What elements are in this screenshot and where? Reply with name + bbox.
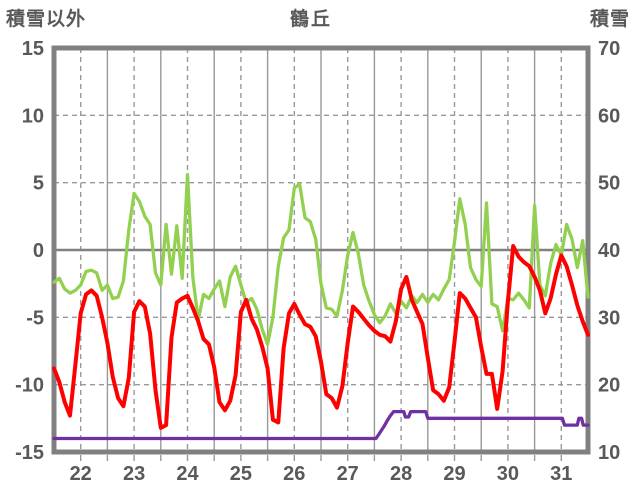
left-axis-tick-label: 5 bbox=[33, 173, 44, 195]
x-axis-tick-label: 23 bbox=[123, 463, 145, 485]
x-axis-tick-label: 25 bbox=[230, 463, 252, 485]
red-line bbox=[52, 244, 590, 430]
left-axis-tick-label: -5 bbox=[26, 307, 44, 329]
left-axis-tick-label: 15 bbox=[22, 38, 44, 60]
chart-title: 鶴丘 bbox=[289, 9, 332, 30]
left-axis-tick-label: 0 bbox=[33, 240, 44, 262]
x-axis-tick-label: 29 bbox=[443, 463, 465, 485]
left-axis-title: 積雪以外 bbox=[6, 9, 87, 30]
right-axis-tick-label: 70 bbox=[598, 38, 620, 60]
right-axis-tick-label: 30 bbox=[598, 307, 620, 329]
x-axis-tick-label: 31 bbox=[550, 463, 572, 485]
right-axis-tick-label: 50 bbox=[598, 173, 620, 195]
x-axis-tick-label: 24 bbox=[176, 463, 199, 485]
green-line bbox=[52, 172, 590, 346]
x-axis-tick-label: 30 bbox=[497, 463, 519, 485]
x-axis-tick-label: 27 bbox=[337, 463, 359, 485]
purple-snow-depth-line bbox=[52, 409, 590, 441]
right-axis-tick-label: 60 bbox=[598, 105, 620, 127]
right-axis-tick-label: 10 bbox=[598, 442, 620, 464]
x-axis-tick-label: 22 bbox=[70, 463, 92, 485]
plot-frame bbox=[51, 45, 591, 455]
right-axis-tick-label: 40 bbox=[598, 240, 620, 262]
x-axis-tick-label: 28 bbox=[390, 463, 412, 485]
left-axis-tick-label: 10 bbox=[22, 105, 44, 127]
right-axis-tick-label: 20 bbox=[598, 375, 620, 397]
left-axis-tick-label: -15 bbox=[15, 442, 44, 464]
left-axis-tick-label: -10 bbox=[15, 375, 44, 397]
right-axis-title: 積雪 bbox=[589, 9, 630, 30]
x-axis-tick-label: 26 bbox=[283, 463, 305, 485]
